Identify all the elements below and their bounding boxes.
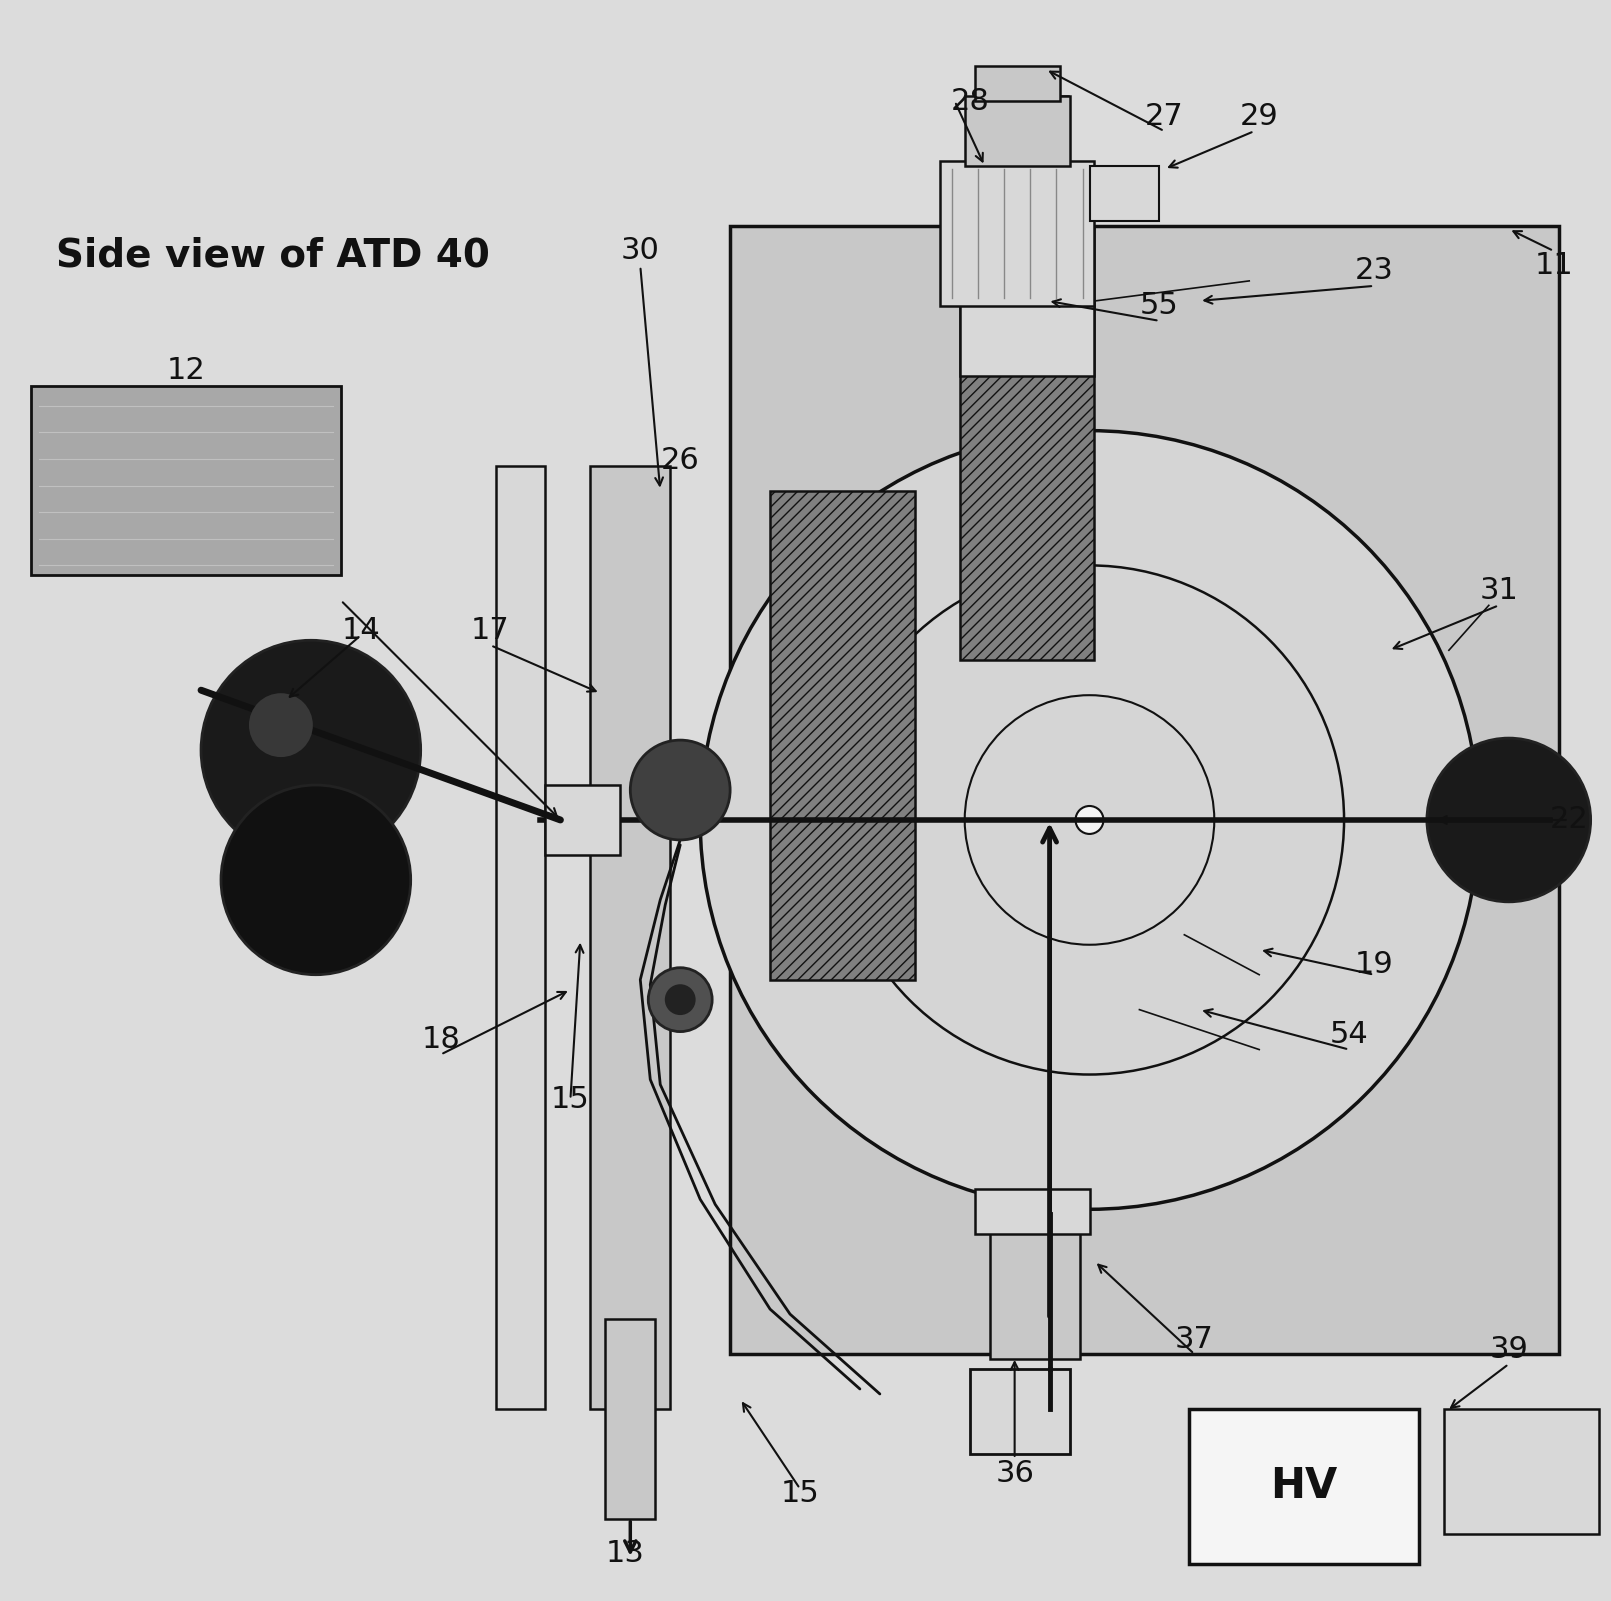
Text: 18: 18 <box>420 1025 461 1053</box>
Bar <box>975 66 1060 101</box>
Circle shape <box>701 431 1479 1209</box>
Text: HV: HV <box>1271 1465 1337 1507</box>
Bar <box>989 1214 1079 1359</box>
Text: 19: 19 <box>1355 951 1394 980</box>
Text: 23: 23 <box>1355 256 1394 285</box>
Bar <box>1443 1409 1598 1534</box>
Text: 29: 29 <box>1240 102 1279 131</box>
Text: 31: 31 <box>1479 576 1518 605</box>
Text: 54: 54 <box>1329 1020 1368 1049</box>
Text: 16: 16 <box>242 905 280 935</box>
Text: 11: 11 <box>1534 251 1572 280</box>
Text: 22: 22 <box>1550 805 1588 834</box>
Text: 36: 36 <box>996 1460 1034 1489</box>
Bar <box>31 386 342 575</box>
Bar <box>965 96 1070 167</box>
Bar <box>1189 1409 1419 1564</box>
Bar <box>1089 167 1160 221</box>
Bar <box>975 1190 1089 1234</box>
Text: 28: 28 <box>950 86 989 115</box>
Bar <box>988 96 1068 320</box>
Text: 26: 26 <box>661 447 699 475</box>
Text: Side view of ATD 40: Side view of ATD 40 <box>56 237 490 275</box>
Bar <box>970 1369 1070 1454</box>
Text: 30: 30 <box>620 237 661 266</box>
Circle shape <box>201 640 420 860</box>
Bar <box>730 226 1559 1354</box>
Text: 12: 12 <box>166 357 206 386</box>
Bar <box>770 490 915 980</box>
Circle shape <box>665 985 694 1013</box>
Bar <box>939 162 1094 306</box>
Text: 15: 15 <box>551 1085 590 1114</box>
Bar <box>606 1319 656 1519</box>
Bar <box>960 301 1094 376</box>
Bar <box>960 226 1094 660</box>
Text: 14: 14 <box>342 616 380 645</box>
Circle shape <box>1076 805 1104 834</box>
Circle shape <box>1427 738 1590 901</box>
Bar <box>496 466 546 1409</box>
Bar <box>546 784 620 855</box>
Circle shape <box>648 967 712 1031</box>
Bar <box>590 466 670 1409</box>
Text: 13: 13 <box>606 1539 644 1569</box>
Text: 27: 27 <box>1145 102 1184 131</box>
Circle shape <box>250 693 313 757</box>
Text: 37: 37 <box>1174 1324 1213 1353</box>
Text: 15: 15 <box>781 1479 820 1508</box>
Circle shape <box>221 784 411 975</box>
Text: 55: 55 <box>1141 291 1179 320</box>
Text: 39: 39 <box>1489 1335 1529 1364</box>
Circle shape <box>630 740 730 841</box>
Text: 17: 17 <box>470 616 511 645</box>
